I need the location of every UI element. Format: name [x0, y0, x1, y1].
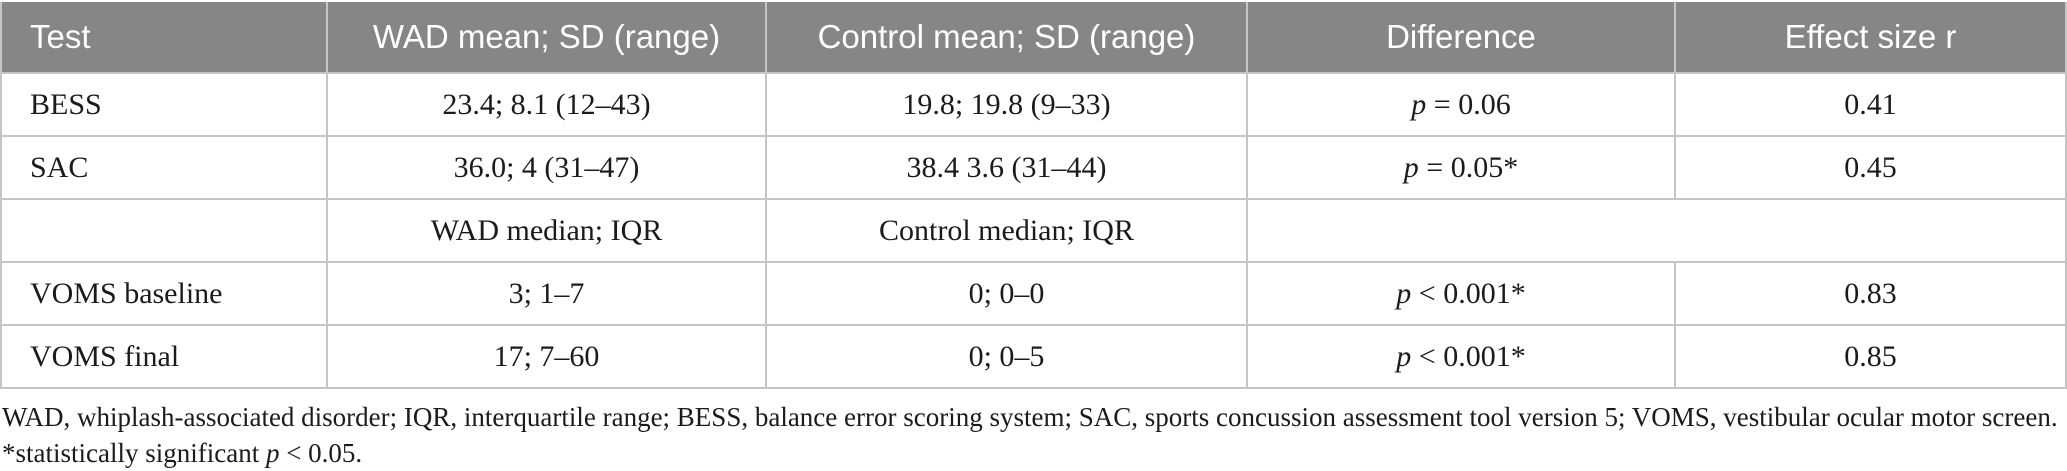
- cell-difference-value: p = 0.05*: [1246, 135, 1676, 200]
- p-symbol: p: [1396, 339, 1412, 373]
- cell-wad-value: 23.4; 8.1 (12–43): [326, 72, 767, 137]
- p-symbol: p: [1396, 276, 1412, 310]
- col-header-test: Test: [0, 2, 328, 73]
- cell-effect-size-value: 0.85: [1674, 324, 2067, 389]
- cell-test-name: VOMS baseline: [0, 261, 328, 326]
- significance-prefix: *statistically significant: [2, 438, 266, 468]
- table-footnotes: WAD, whiplash-associated disorder; IQR, …: [0, 389, 2067, 471]
- cell-effect-size-value: 0.83: [1674, 261, 2067, 326]
- cell-control-value: 19.8; 19.8 (9–33): [765, 72, 1248, 137]
- significance-threshold: < 0.05.: [279, 438, 363, 468]
- table-row-sac: SAC 36.0; 4 (31–47) 38.4 3.6 (31–44) p =…: [0, 135, 2067, 200]
- cell-effect-size-value: 0.41: [1674, 72, 2067, 137]
- cell-difference-value: p = 0.06: [1246, 72, 1676, 137]
- cell-control-value: 0; 0–5: [765, 324, 1248, 389]
- table-row-voms-final: VOMS final 17; 7–60 0; 0–5 p < 0.001* 0.…: [0, 324, 2067, 389]
- table-body: BESS 23.4; 8.1 (12–43) 19.8; 19.8 (9–33)…: [0, 72, 2067, 389]
- p-value: < 0.001*: [1411, 339, 1526, 373]
- cell-control-median-label: Control median; IQR: [765, 198, 1248, 263]
- cell-wad-value: 36.0; 4 (31–47): [326, 135, 767, 200]
- cell-test-name: SAC: [0, 135, 328, 200]
- cell-test-name: BESS: [0, 72, 328, 137]
- cell-test-name: VOMS final: [0, 324, 328, 389]
- header-row: Test WAD mean; SD (range) Control mean; …: [0, 2, 2067, 73]
- cell-test-name-empty: [0, 198, 328, 263]
- cell-wad-median-label: WAD median; IQR: [326, 198, 767, 263]
- cell-merged-empty: [1246, 198, 2067, 263]
- p-value: = 0.06: [1426, 87, 1511, 121]
- table-row-median-subheader: WAD median; IQR Control median; IQR: [0, 198, 2067, 263]
- p-value: < 0.001*: [1411, 276, 1526, 310]
- p-value: = 0.05*: [1418, 150, 1519, 184]
- col-header-control-mean: Control mean; SD (range): [765, 2, 1248, 73]
- cell-control-value: 0; 0–0: [765, 261, 1248, 326]
- cell-control-value: 38.4 3.6 (31–44): [765, 135, 1248, 200]
- col-header-difference: Difference: [1246, 2, 1676, 73]
- col-header-effect-size: Effect size r: [1674, 2, 2067, 73]
- table-row-bess: BESS 23.4; 8.1 (12–43) 19.8; 19.8 (9–33)…: [0, 72, 2067, 137]
- p-symbol: p: [1403, 150, 1419, 184]
- results-table: Test WAD mean; SD (range) Control mean; …: [0, 2, 2067, 389]
- footnote-significance: *statistically significant p < 0.05.: [2, 435, 2067, 471]
- cell-wad-value: 17; 7–60: [326, 324, 767, 389]
- p-symbol: p: [265, 438, 280, 468]
- cell-wad-value: 3; 1–7: [326, 261, 767, 326]
- footnote-abbreviations: WAD, whiplash-associated disorder; IQR, …: [2, 402, 2058, 432]
- cell-effect-size-value: 0.45: [1674, 135, 2067, 200]
- table-header: Test WAD mean; SD (range) Control mean; …: [0, 2, 2067, 73]
- table-row-voms-baseline: VOMS baseline 3; 1–7 0; 0–0 p < 0.001* 0…: [0, 261, 2067, 326]
- p-symbol: p: [1411, 87, 1427, 121]
- cell-difference-value: p < 0.001*: [1246, 324, 1676, 389]
- col-header-wad-mean: WAD mean; SD (range): [326, 2, 767, 73]
- cell-difference-value: p < 0.001*: [1246, 261, 1676, 326]
